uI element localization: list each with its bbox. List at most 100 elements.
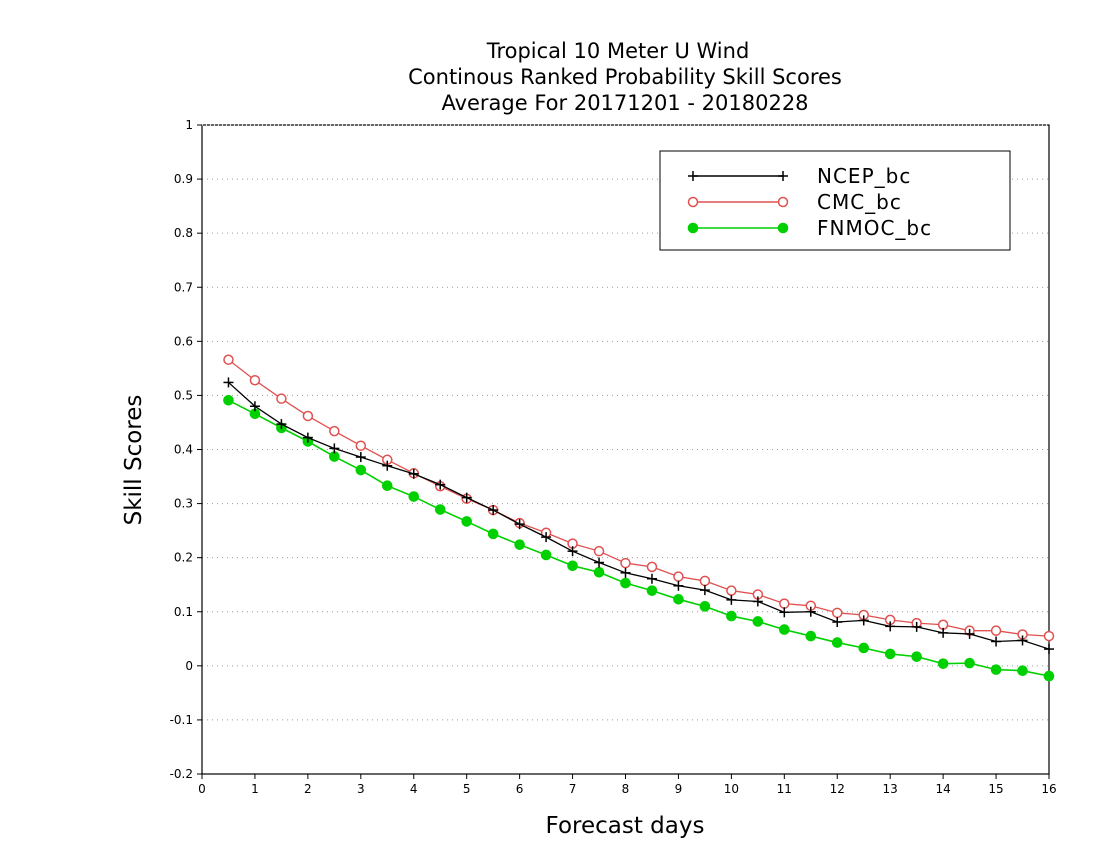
data-point	[937, 658, 949, 669]
data-point	[646, 585, 658, 596]
data-point	[832, 617, 843, 628]
data-point	[938, 627, 949, 638]
data-point	[329, 425, 340, 437]
chart-title-line-3: Average For 20171201 - 20180228	[441, 91, 808, 115]
data-point	[223, 394, 234, 406]
data-point	[779, 598, 790, 609]
y-tick-label: 0.7	[174, 280, 193, 294]
data-point	[1044, 644, 1054, 655]
y-tick-label: 0.3	[174, 497, 193, 511]
data-point	[435, 479, 446, 490]
y-tick-label: 0.9	[174, 172, 193, 186]
x-tick-label: 5	[463, 782, 471, 796]
data-point	[858, 615, 869, 626]
data-point	[990, 625, 1002, 636]
data-point	[911, 651, 922, 662]
data-point	[620, 577, 631, 589]
data-point	[223, 354, 234, 365]
data-point	[567, 546, 578, 557]
data-point	[699, 585, 710, 596]
data-point	[726, 594, 737, 605]
series-NCEP_bc	[223, 377, 1054, 655]
y-tick-label: 1	[185, 118, 193, 132]
data-point	[805, 606, 816, 617]
data-point	[752, 596, 763, 607]
data-point	[805, 630, 817, 642]
data-point	[1043, 630, 1055, 642]
legend-marker	[777, 222, 789, 234]
data-point	[540, 549, 552, 561]
data-point	[831, 637, 843, 648]
legend-item-FNMOC_bc: FNMOC_bc	[687, 216, 931, 240]
data-point	[593, 545, 605, 557]
series-CMC_bc	[223, 354, 1055, 642]
chart-title-line-1: Tropical 10 Meter U Wind	[486, 39, 750, 63]
series-line	[228, 359, 1050, 637]
x-tick-label: 4	[410, 782, 418, 796]
data-point	[249, 401, 260, 412]
data-point	[1017, 665, 1028, 677]
legend-marker	[687, 222, 699, 234]
legend-marker	[687, 196, 699, 208]
data-point	[381, 480, 393, 492]
data-point	[355, 464, 367, 476]
data-point	[620, 557, 631, 569]
data-point	[594, 557, 605, 568]
data-point	[329, 443, 340, 454]
data-point	[488, 505, 499, 516]
data-point	[461, 516, 472, 527]
data-point	[249, 375, 261, 386]
data-point	[514, 539, 525, 550]
data-point	[302, 432, 313, 443]
y-tick-label: 0.6	[174, 334, 193, 348]
data-point	[699, 575, 711, 587]
y-tick-label: 0	[185, 659, 193, 673]
x-tick-label: 6	[516, 782, 524, 796]
data-point	[911, 621, 922, 632]
x-tick-label: 16	[1041, 782, 1056, 796]
data-point	[223, 377, 234, 388]
data-point	[726, 585, 737, 596]
data-point	[991, 636, 1002, 647]
y-tick-label: 0.8	[174, 226, 193, 240]
data-point	[673, 594, 684, 605]
legend-label: CMC_bc	[817, 190, 902, 214]
data-point	[434, 504, 446, 515]
data-point	[990, 664, 1002, 675]
data-point	[673, 571, 684, 582]
x-axis-label: Forecast days	[546, 813, 705, 839]
y-axis-label: Skill Scores	[121, 395, 147, 526]
x-tick-label: 9	[675, 782, 683, 796]
data-point	[620, 567, 631, 578]
x-tick-label: 15	[988, 782, 1003, 796]
legend-marker	[778, 171, 788, 181]
data-point	[858, 642, 870, 654]
data-point	[752, 616, 764, 627]
data-point	[779, 624, 790, 635]
data-point	[884, 648, 896, 660]
data-point	[699, 601, 711, 612]
data-point	[541, 532, 552, 543]
data-point	[567, 560, 578, 572]
x-tick-label: 8	[622, 782, 630, 796]
y-tick-label: 0.2	[174, 551, 193, 565]
legend-marker	[777, 196, 789, 208]
data-point	[646, 561, 658, 573]
data-point	[276, 393, 287, 404]
series-line	[228, 399, 1050, 677]
data-point	[726, 610, 737, 622]
data-point	[355, 440, 367, 451]
data-point	[461, 492, 472, 503]
grid	[202, 178, 1049, 721]
x-tick-label: 1	[251, 782, 259, 796]
x-tick-label: 2	[304, 782, 312, 796]
x-tick-label: 3	[357, 782, 365, 796]
chart-title: Tropical 10 Meter U Wind Continous Ranke…	[408, 39, 842, 115]
y-tick-label: 0.4	[174, 443, 193, 457]
legend-box	[659, 150, 1011, 251]
data-point	[276, 419, 287, 430]
y-tick-label: 0.1	[174, 605, 193, 619]
data-point	[885, 621, 896, 632]
legend-item-NCEP_bc: NCEP_bc	[688, 164, 910, 188]
